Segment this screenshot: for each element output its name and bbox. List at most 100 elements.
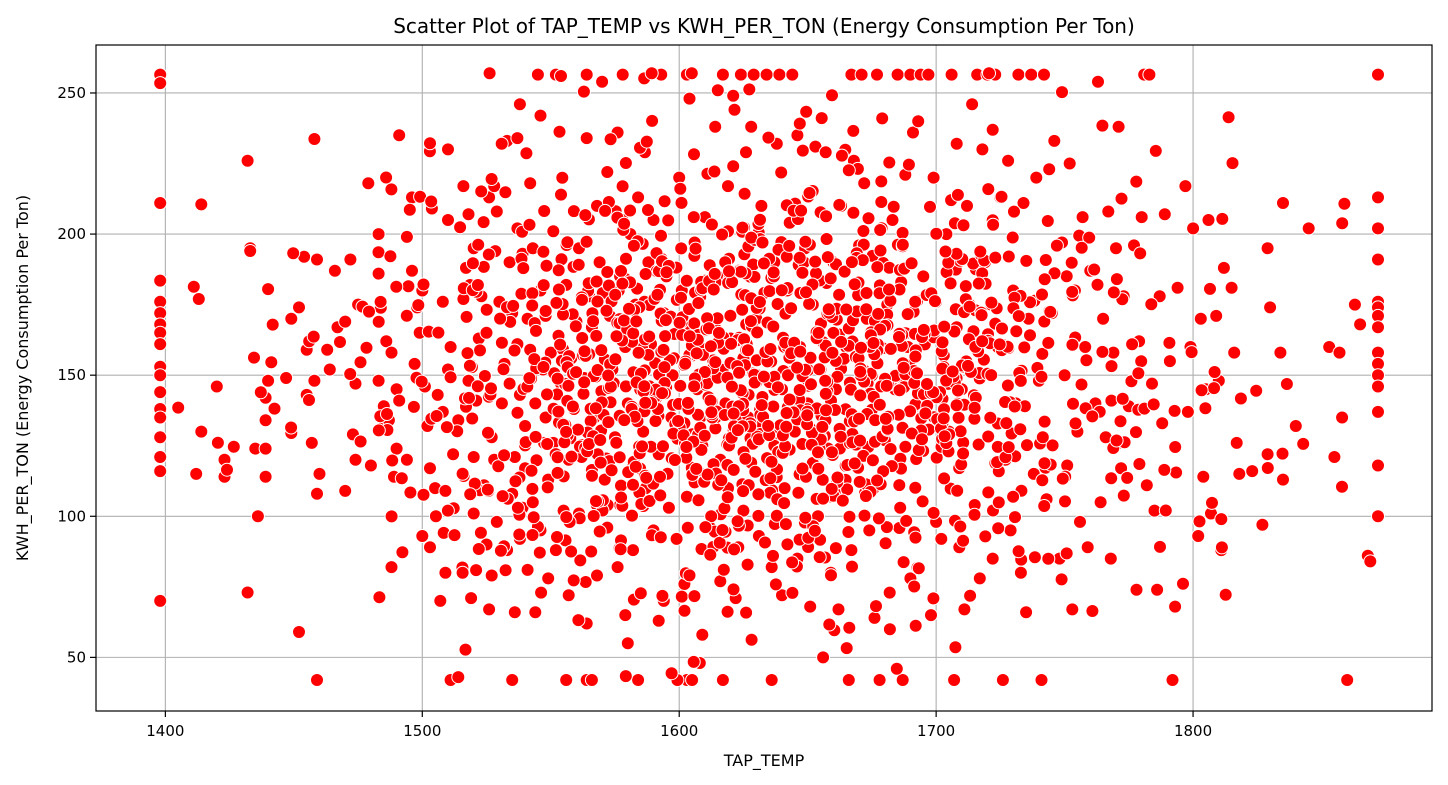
data-point	[1023, 295, 1038, 310]
data-point	[639, 470, 654, 485]
data-point	[609, 435, 624, 450]
data-point	[892, 383, 907, 398]
data-point	[975, 142, 990, 157]
data-point	[992, 337, 1007, 352]
data-point	[991, 495, 1006, 510]
data-point	[1205, 495, 1219, 510]
data-point	[1198, 401, 1213, 416]
data-point	[726, 406, 741, 421]
data-point	[723, 308, 738, 323]
data-point	[1087, 262, 1102, 277]
data-point	[625, 508, 639, 523]
data-point	[618, 608, 633, 623]
data-point	[573, 553, 588, 568]
data-point	[385, 453, 400, 468]
data-point	[394, 471, 409, 486]
data-point	[579, 131, 594, 146]
data-point	[674, 589, 689, 604]
data-point	[1006, 489, 1021, 504]
data-point	[1101, 204, 1116, 219]
data-point	[790, 128, 805, 143]
data-point	[589, 274, 604, 289]
data-point	[800, 408, 815, 423]
data-point	[816, 650, 831, 665]
data-point	[733, 264, 748, 279]
data-point	[430, 387, 445, 402]
data-point	[1371, 190, 1385, 205]
data-point	[837, 264, 852, 279]
data-point	[1288, 419, 1303, 433]
data-point	[1146, 397, 1161, 412]
data-point	[908, 349, 923, 364]
data-point	[614, 264, 628, 278]
data-point	[697, 428, 712, 443]
data-points	[153, 66, 1385, 687]
data-point	[878, 536, 893, 551]
data-point	[455, 466, 470, 481]
data-point	[755, 235, 770, 250]
data-point	[857, 176, 872, 191]
data-point	[1041, 335, 1056, 350]
data-point	[1125, 337, 1140, 352]
data-point	[403, 485, 418, 500]
data-point	[766, 265, 781, 280]
data-point	[642, 329, 657, 344]
data-point	[908, 294, 923, 309]
data-point	[584, 544, 599, 559]
data-point	[593, 433, 608, 447]
data-point	[429, 409, 444, 423]
data-point	[893, 500, 908, 515]
data-point	[479, 325, 494, 340]
data-point	[794, 203, 809, 218]
data-point	[322, 362, 337, 377]
data-point	[153, 337, 168, 352]
data-point	[530, 67, 545, 82]
data-point	[1353, 317, 1368, 332]
data-point	[818, 386, 833, 401]
data-point	[818, 373, 833, 388]
data-point	[661, 213, 676, 228]
data-point	[389, 279, 404, 294]
data-point	[1065, 602, 1080, 617]
data-point	[629, 314, 644, 329]
data-point	[1013, 422, 1028, 437]
data-point	[748, 464, 763, 479]
data-point	[733, 67, 748, 82]
data-point	[730, 423, 745, 438]
data-point	[804, 377, 818, 392]
data-point	[1085, 409, 1100, 424]
data-point	[762, 284, 777, 299]
data-point	[1037, 456, 1052, 471]
data-point	[1167, 403, 1182, 418]
data-point	[746, 67, 761, 82]
data-point	[306, 329, 321, 344]
data-point	[785, 555, 800, 570]
data-point	[465, 256, 480, 271]
data-point	[648, 414, 663, 428]
data-point	[1104, 471, 1119, 486]
data-point	[812, 362, 827, 377]
data-point	[597, 472, 612, 487]
data-point	[441, 213, 455, 227]
data-point	[1016, 196, 1031, 210]
data-point	[389, 441, 404, 456]
data-point	[673, 181, 688, 196]
data-point	[534, 585, 549, 600]
data-point	[739, 145, 753, 160]
data-point	[751, 487, 766, 502]
data-point	[564, 544, 579, 559]
data-point	[505, 673, 520, 687]
data-point	[541, 571, 556, 586]
data-point	[1058, 494, 1072, 509]
data-point	[981, 429, 996, 444]
data-point	[984, 295, 999, 310]
data-point	[761, 418, 776, 433]
data-point	[852, 411, 866, 426]
data-point	[304, 435, 319, 450]
data-point	[615, 67, 630, 82]
data-point	[756, 256, 771, 271]
data-point	[1229, 435, 1244, 450]
data-point	[1207, 365, 1222, 379]
data-point	[792, 250, 807, 265]
